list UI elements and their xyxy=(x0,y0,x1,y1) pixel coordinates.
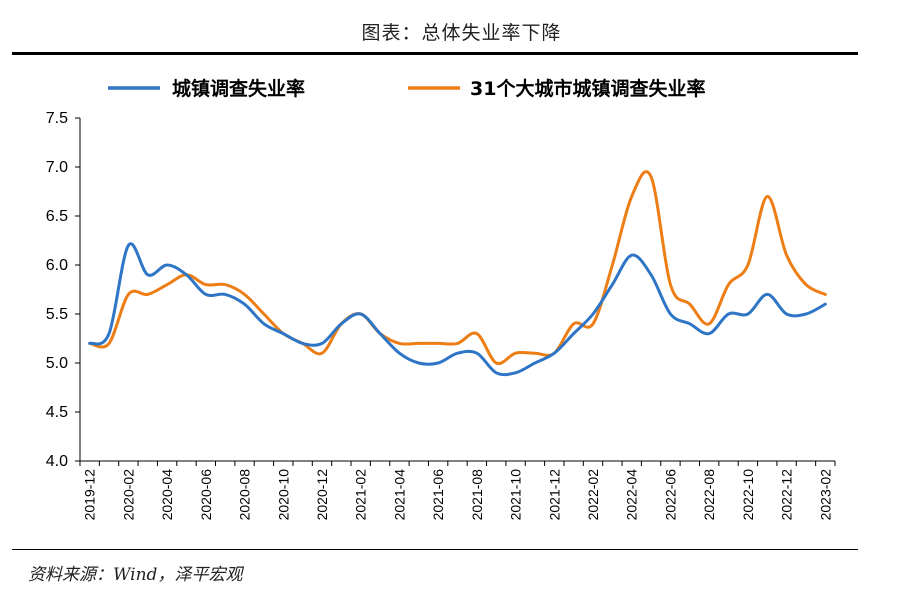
y-tick-label: 6.0 xyxy=(46,257,68,274)
top-rule xyxy=(12,52,858,55)
x-tick-label: 2019-12 xyxy=(82,469,98,521)
x-tick-label: 2020-06 xyxy=(198,469,214,521)
series-line-0 xyxy=(88,242,827,377)
y-axis: 4.0 4.5 5.0 5.5 6.0 6.5 7.0 7.5 xyxy=(46,110,81,470)
x-tick-label: 2023-02 xyxy=(817,469,833,521)
y-tick-label: 6.5 xyxy=(46,208,68,225)
x-tick-label: 2021-06 xyxy=(430,469,446,521)
x-tick-label: 2021-10 xyxy=(508,469,524,521)
legend: 城镇调查失业率 31个大城市城镇调查失业率 xyxy=(108,77,705,100)
y-tick-label: 7.5 xyxy=(46,110,68,127)
x-tick-label: 2022-08 xyxy=(701,469,717,521)
series-line-1 xyxy=(88,170,827,366)
x-tick-label: 2020-12 xyxy=(314,469,330,521)
series-group xyxy=(88,170,827,377)
bottom-rule xyxy=(12,549,858,550)
x-axis: 2019-12 2020-02 2020-04 2020-06 2020-08 2020-… xyxy=(79,460,836,521)
x-tick-label: 2022-06 xyxy=(662,469,678,521)
x-tick-label: 2021-02 xyxy=(353,469,369,521)
x-tick-label: 2022-04 xyxy=(624,469,640,521)
x-tick-label: 2021-08 xyxy=(469,469,485,521)
y-tick-label: 7.0 xyxy=(46,159,68,176)
x-tick-label: 2020-02 xyxy=(120,469,136,521)
legend-label-1: 31个大城市城镇调查失业率 xyxy=(470,77,705,100)
y-tick-label: 5.0 xyxy=(46,355,68,372)
y-tick-label: 4.5 xyxy=(46,404,68,421)
x-tick-label: 2020-10 xyxy=(275,469,291,521)
x-tick-label: 2022-10 xyxy=(740,469,756,521)
x-tick-label: 2022-12 xyxy=(779,469,795,521)
source-note: 资料来源：Wind，泽平宏观 xyxy=(28,565,243,585)
x-tick-label: 2022-02 xyxy=(585,469,601,521)
y-tick-label: 5.5 xyxy=(46,306,68,323)
x-tick-label: 2021-12 xyxy=(546,469,562,521)
y-tick-label: 4.0 xyxy=(46,453,68,470)
x-tick-label: 2020-08 xyxy=(237,469,253,521)
figure-title: 图表：总体失业率下降 xyxy=(361,22,562,44)
x-tick-label: 2021-04 xyxy=(391,469,407,521)
legend-label-0: 城镇调查失业率 xyxy=(172,77,305,100)
x-tick-label: 2020-04 xyxy=(159,469,175,521)
